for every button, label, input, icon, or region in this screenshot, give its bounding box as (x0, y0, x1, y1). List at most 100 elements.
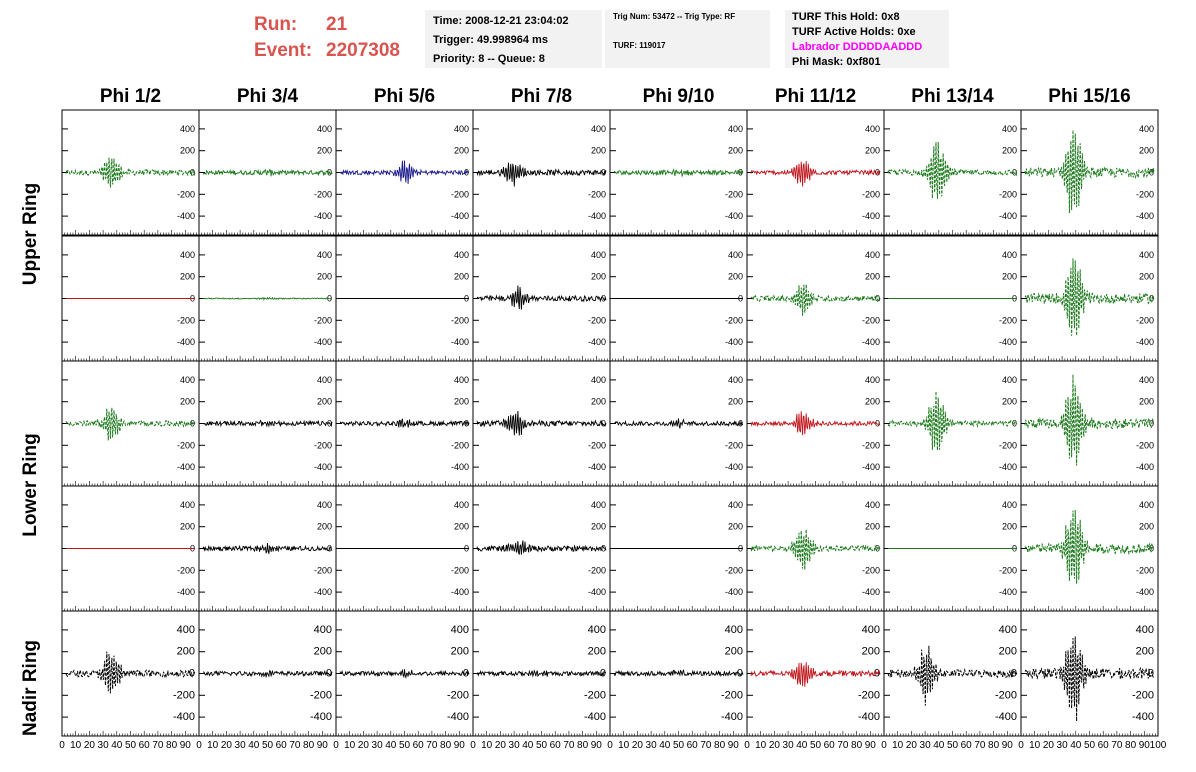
x-tick-label: 50 (536, 740, 548, 751)
y-tick-label: -200 (173, 689, 195, 701)
y-tick-label: -200 (588, 189, 606, 199)
waveform-trace (65, 157, 196, 188)
x-tick-label: 50 (399, 740, 411, 751)
y-tick-label: 400 (1002, 375, 1017, 385)
x-tick-label: 40 (111, 740, 123, 751)
x-tick-label: 90 (454, 740, 466, 751)
y-tick-label: -200 (862, 440, 880, 450)
y-tick-label: 200 (728, 397, 743, 407)
y-tick-label: 0 (190, 168, 195, 178)
y-tick-label: 400 (865, 375, 880, 385)
waveform-trace (202, 419, 333, 428)
x-tick-label: 10 (344, 740, 356, 751)
y-tick-label: -400 (862, 211, 880, 221)
y-tick-label: 0 (601, 168, 606, 178)
phi-mask-text: Phi Mask: 0xf801 (792, 56, 881, 68)
column-header-phi-9-10: Phi 9/10 (642, 86, 715, 107)
x-tick-label: 10 (207, 740, 219, 751)
x-tick-label: 70 (563, 740, 575, 751)
x-tick-label: 100 (1150, 740, 1167, 751)
column-header-phi-3-4: Phi 3/4 (236, 86, 299, 107)
column-header-phi-15-16: Phi 15/16 (1048, 86, 1131, 107)
x-tick-label: 40 (796, 740, 808, 751)
x-tick-label: 80 (303, 740, 315, 751)
y-tick-label: 400 (865, 500, 880, 510)
y-tick-label: 200 (454, 146, 469, 156)
y-tick-label: 200 (591, 272, 606, 282)
x-tick-label: 50 (1084, 740, 1096, 751)
y-tick-label: 0 (601, 419, 606, 429)
y-tick-label: -400 (721, 711, 743, 723)
panel-r2-c3: 400 200 0 -200 -400 (472, 360, 611, 487)
y-tick-label: 0 (737, 668, 743, 680)
x-tick-label: 30 (372, 740, 384, 751)
y-tick-label: 0 (1149, 294, 1154, 304)
panel-r4-c4: 400 200 0 -200 -400 (609, 610, 748, 737)
y-tick-label: 200 (180, 522, 195, 532)
x-tick-label: 40 (385, 740, 397, 751)
x-tick-label: 70 (426, 740, 438, 751)
x-tick-label: 90 (728, 740, 740, 751)
y-tick-label: 400 (728, 375, 743, 385)
y-tick-label: -400 (314, 211, 332, 221)
waveform-trace (1024, 636, 1155, 722)
y-tick-label: -200 (1136, 315, 1154, 325)
priority-text: Priority: 8 -- Queue: 8 (433, 53, 545, 65)
y-tick-label: 0 (600, 668, 606, 680)
y-tick-label: -400 (588, 337, 606, 347)
x-tick-label: 50 (262, 740, 274, 751)
y-tick-label: 200 (1002, 272, 1017, 282)
x-tick-label: 30 (235, 740, 247, 751)
x-tick-label: 80 (714, 740, 726, 751)
y-tick-label: -400 (862, 462, 880, 472)
y-tick-label: -200 (314, 440, 332, 450)
waveform-trace (202, 168, 333, 177)
panel-r1-c5: 400 200 0 -200 -400 (746, 235, 885, 362)
y-tick-label: 200 (317, 397, 332, 407)
y-tick-label: -400 (999, 587, 1017, 597)
run-value: 21 (326, 14, 348, 35)
y-tick-label: -400 (862, 587, 880, 597)
y-tick-label: -400 (314, 462, 332, 472)
waveform-trace (613, 669, 744, 678)
y-tick-label: 200 (865, 522, 880, 532)
time-info-box: Time: 2008-12-21 23:04:02 Trigger: 49.99… (425, 10, 602, 68)
y-tick-label: -400 (999, 337, 1017, 347)
x-tick-label: 10 (481, 740, 493, 751)
x-tick-label: 80 (577, 740, 589, 751)
x-tick-label: 20 (1043, 740, 1055, 751)
waveform-trace (476, 285, 607, 310)
y-tick-label: 200 (180, 146, 195, 156)
x-tick-label: 10 (1029, 740, 1041, 751)
waveform-trace (887, 391, 1018, 451)
x-tick-label: 40 (659, 740, 671, 751)
y-tick-label: 200 (728, 146, 743, 156)
x-tick-label: 30 (1057, 740, 1069, 751)
y-tick-label: 200 (1136, 646, 1154, 658)
waveform-trace (339, 160, 470, 185)
waveform-trace (887, 645, 1018, 706)
waveform-trace (339, 418, 470, 428)
y-tick-label: 400 (1139, 375, 1154, 385)
y-tick-label: -200 (725, 315, 743, 325)
event-value: 2207308 (326, 40, 400, 61)
y-tick-label: 400 (454, 500, 469, 510)
y-tick-label: 200 (314, 646, 332, 658)
y-tick-label: 0 (1011, 668, 1017, 680)
y-tick-label: -200 (314, 189, 332, 199)
waveform-trace (750, 529, 881, 570)
y-tick-label: -200 (1136, 565, 1154, 575)
y-tick-label: 400 (314, 624, 332, 636)
